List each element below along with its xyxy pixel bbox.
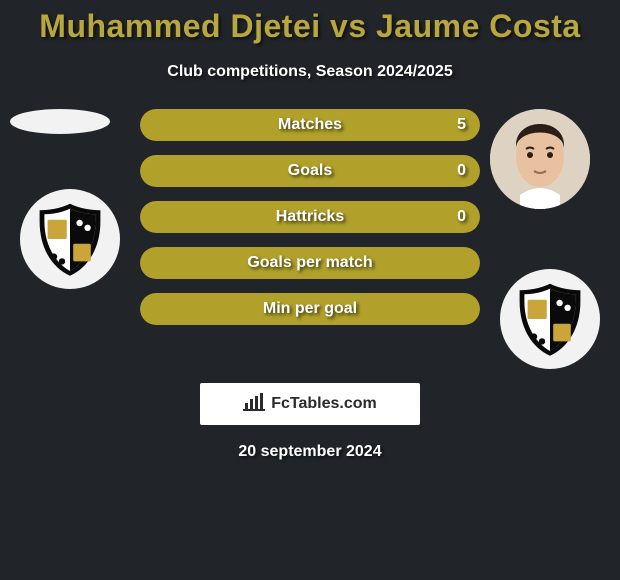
stat-row: Min per goal (140, 293, 480, 325)
stat-row: Matches 5 (140, 109, 480, 141)
footer-date: 20 september 2024 (0, 443, 620, 461)
stat-row: Hattricks 0 (140, 201, 480, 233)
player-right-club-badge (500, 269, 600, 369)
brand-box: FcTables.com (200, 383, 420, 425)
stats-list: Matches 5 Goals 0 Hattricks 0 Goals per … (140, 109, 480, 339)
club-badge-icon (500, 269, 600, 369)
stat-row: Goals 0 (140, 155, 480, 187)
stat-label: Goals per match (140, 247, 480, 279)
stat-value: 0 (457, 155, 466, 187)
page-subtitle: Club competitions, Season 2024/2025 (0, 63, 620, 81)
club-badge-icon (20, 189, 120, 289)
stat-value: 0 (457, 201, 466, 233)
player-right-avatar (490, 109, 590, 209)
stat-row: Goals per match (140, 247, 480, 279)
stat-value: 5 (457, 109, 466, 141)
page-title: Muhammed Djetei vs Jaume Costa (0, 0, 620, 45)
player-left-avatar (10, 109, 110, 134)
stat-label: Hattricks (140, 201, 480, 233)
player-left-club-badge (20, 189, 120, 289)
stat-label: Goals (140, 155, 480, 187)
chart-icon (243, 393, 265, 416)
stat-label: Min per goal (140, 293, 480, 325)
brand-text: FcTables.com (271, 395, 377, 413)
stat-label: Matches (140, 109, 480, 141)
comparison-area: Matches 5 Goals 0 Hattricks 0 Goals per … (0, 109, 620, 369)
face-icon (490, 109, 590, 209)
